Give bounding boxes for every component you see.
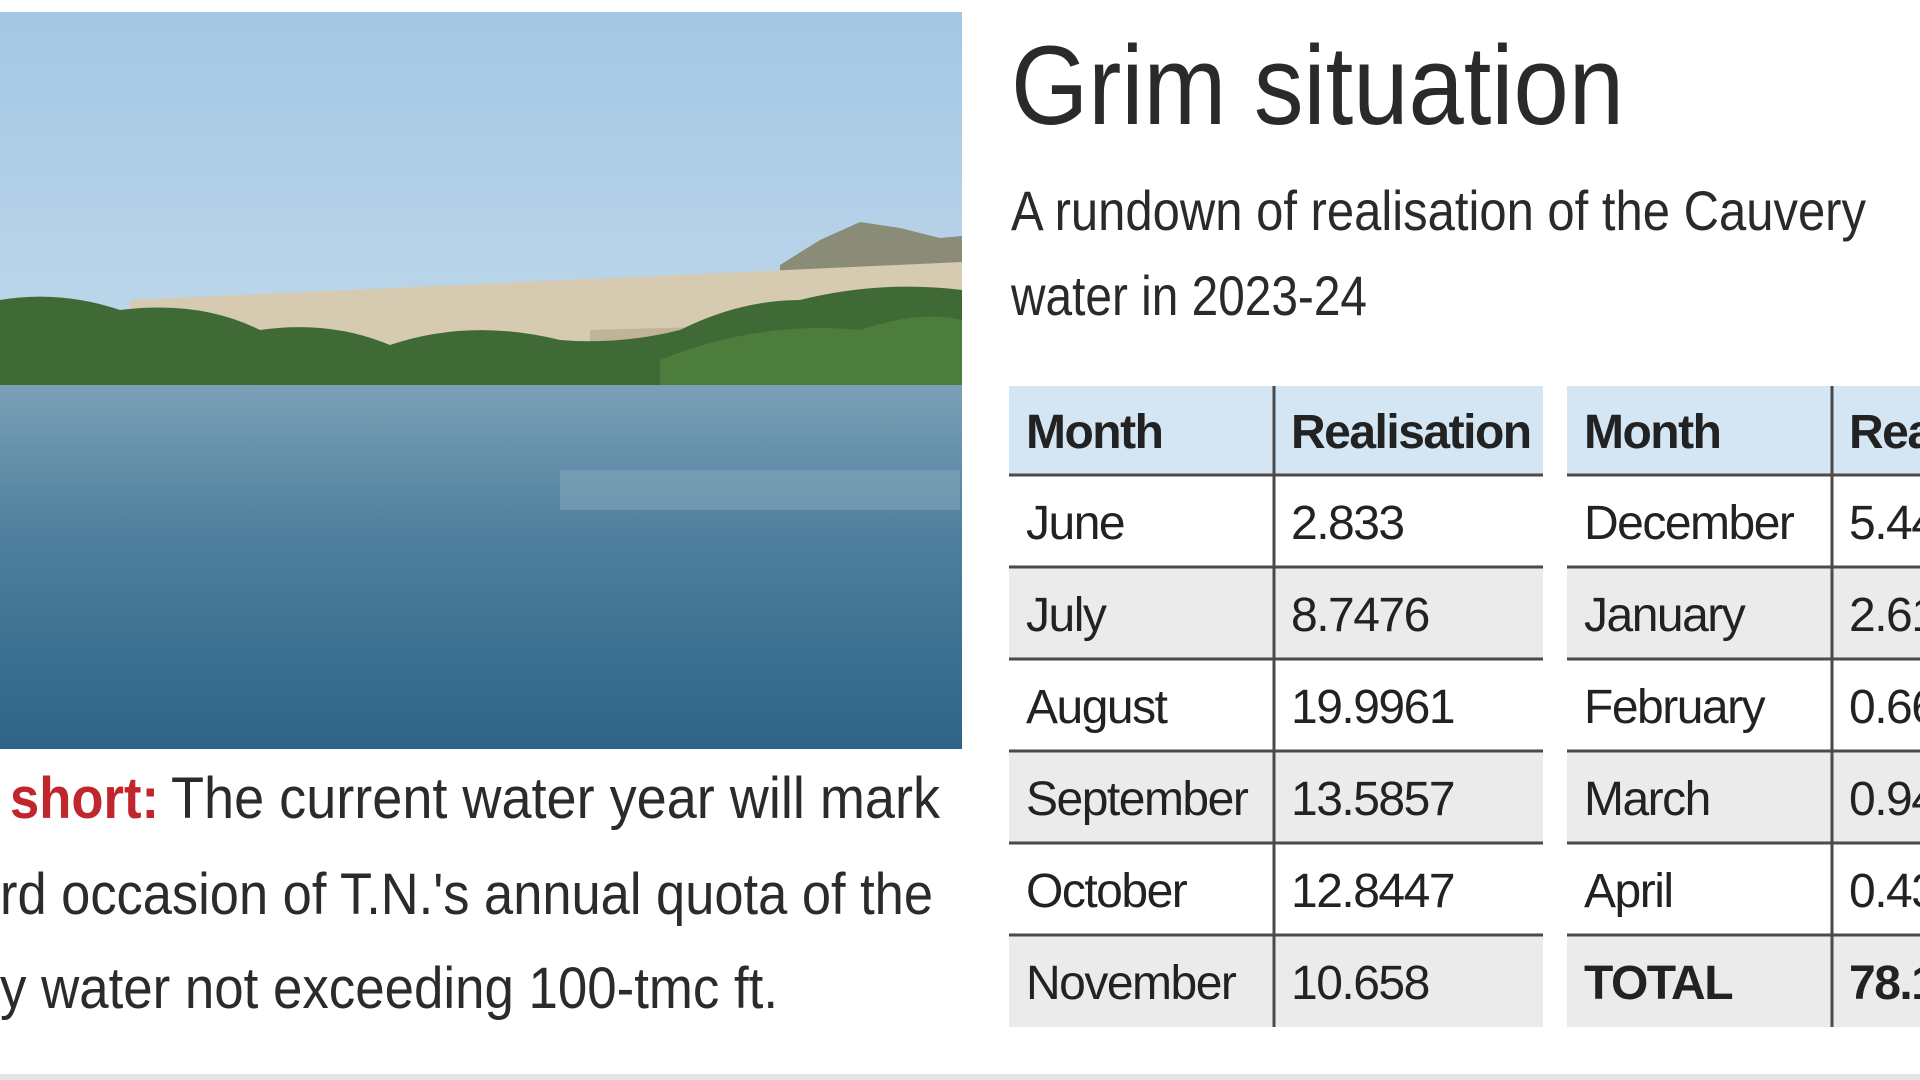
water [0, 385, 962, 749]
table-cell: TOTAL [1584, 957, 1732, 1010]
table-cell: July [1026, 589, 1107, 642]
bottom-edge [0, 1074, 1920, 1080]
table-row-bg [1009, 751, 1543, 843]
table-row-bg [1009, 567, 1543, 659]
trees-right [660, 316, 962, 400]
table-header: Month [1026, 406, 1162, 459]
table-row-bg [1009, 935, 1543, 1027]
table-cell: 2.833 [1291, 497, 1404, 550]
table-header: Rea [1849, 406, 1920, 459]
table-cell: 0.94 [1849, 773, 1920, 826]
caption: short: The current water year will mark … [0, 766, 941, 1021]
table-cell: 10.658 [1291, 957, 1429, 1010]
table-row-bg [1567, 751, 1920, 843]
table-cell: November [1026, 957, 1237, 1010]
table-cell: 0.66 [1849, 681, 1920, 734]
caption-label: short: [10, 766, 159, 831]
table-header-bg [1009, 386, 1543, 475]
table-cell: April [1584, 865, 1673, 918]
caption-line: The current water year will mark [171, 766, 941, 831]
table-cell: October [1026, 865, 1188, 918]
reflection [560, 470, 960, 510]
title: Grim situation [1011, 23, 1624, 148]
table-cell: 2.61 [1849, 589, 1920, 642]
subtitle: water in 2023-24 [1010, 264, 1367, 327]
table-cell: 13.5857 [1291, 773, 1454, 826]
photo [0, 12, 962, 749]
table-header: Realisation [1291, 406, 1531, 459]
caption-line: y water not exceeding 100-tmc ft. [0, 956, 778, 1021]
table-cell: 19.9961 [1291, 681, 1454, 734]
table-cell: September [1026, 773, 1249, 826]
table-cell: February [1584, 681, 1766, 734]
table-row-bg [1567, 567, 1920, 659]
table-cell: 5.44 [1849, 497, 1920, 550]
table-cell: December [1584, 497, 1795, 550]
table-cell: June [1026, 497, 1124, 550]
tables: Month Realisation June 2.833 July 8.7476 Augus… [1009, 386, 1920, 1027]
table-cell: 0.43 [1849, 865, 1920, 918]
table-header: Month [1584, 406, 1720, 459]
table-header-bg [1567, 386, 1920, 475]
table-cell: January [1584, 589, 1746, 642]
table-cell: 12.8447 [1291, 865, 1454, 918]
subtitle: A rundown of realisation of the Cauvery [1011, 179, 1866, 242]
table-cell: 78.1 [1849, 957, 1920, 1010]
caption-line: rd occasion of T.N.'s annual quota of th… [0, 862, 933, 927]
table-cell: 8.7476 [1291, 589, 1429, 642]
table-cell: March [1584, 773, 1710, 826]
table-row-bg [1567, 935, 1920, 1027]
table-cell: August [1026, 681, 1168, 734]
